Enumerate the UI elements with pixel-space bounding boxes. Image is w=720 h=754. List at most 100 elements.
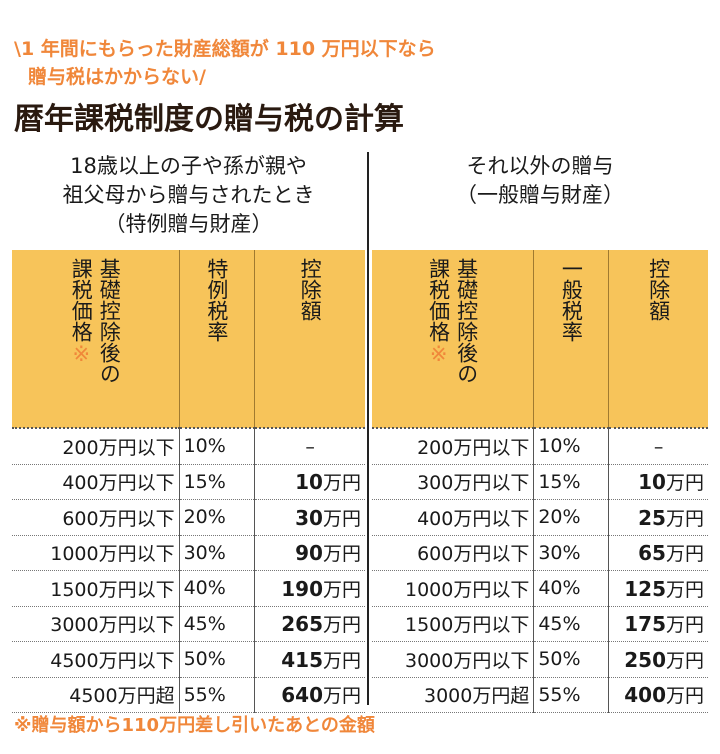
note-mark: ※ xyxy=(69,342,94,366)
deduction-unit: 万円 xyxy=(322,507,361,530)
amount-cell: 3000万円超 xyxy=(372,677,534,713)
left-heading: 18歳以上の子や孫が親や 祖父母から贈与されたとき （特例贈与財産） xyxy=(12,152,365,239)
deduction-unit: 万円 xyxy=(665,614,704,637)
col-amount-label: 基礎控除後の xyxy=(454,258,479,384)
header-row: 基礎控除後の 課税価格※ 特例税率 控除額 xyxy=(12,250,365,429)
right-heading: それ以外の贈与 （一般贈与財産） xyxy=(372,152,708,210)
amount-cell: 300万円以下 xyxy=(372,464,534,500)
table-row: 1500万円以下 45% 175万円 xyxy=(372,606,708,642)
table-row: 400万円以下 20% 25万円 xyxy=(372,499,708,536)
col-amount: 基礎控除後の 課税価格※ xyxy=(12,250,180,429)
col-amount-label: 基礎控除後の xyxy=(97,258,122,384)
page-title: 暦年課税制度の贈与税の計算 xyxy=(14,102,404,137)
rate-cell: 50% xyxy=(178,641,255,678)
deduction-unit: 万円 xyxy=(322,543,361,566)
deduction-cell: 125万円 xyxy=(608,570,708,607)
deduction-unit: 万円 xyxy=(665,472,704,495)
col-deduction: 控除額 xyxy=(608,250,708,429)
deduction-unit: 万円 xyxy=(322,578,361,601)
deduction-value: 190 xyxy=(281,576,323,601)
rate-cell: 30% xyxy=(178,535,255,571)
rate-cell: 10% xyxy=(533,428,609,465)
deduction-cell: – xyxy=(254,428,365,465)
table-row: 4500万円超 55% 640万円 xyxy=(12,677,365,713)
amount-cell: 200万円以下 xyxy=(372,428,534,465)
deduction-cell: 10万円 xyxy=(608,464,708,500)
rate-cell: 30% xyxy=(533,535,609,571)
deduction-cell: 415万円 xyxy=(254,641,365,678)
col-rate-label: 特例税率 xyxy=(204,258,229,342)
amount-cell: 1000万円以下 xyxy=(372,570,534,607)
table-row: 3000万円超 55% 400万円 xyxy=(372,677,708,713)
note-mark: ※ xyxy=(426,342,451,366)
deduction-cell: 400万円 xyxy=(608,677,708,713)
deduction-unit: – xyxy=(305,436,315,459)
table-row: 600万円以下 30% 65万円 xyxy=(372,535,708,571)
amount-cell: 3000万円以下 xyxy=(12,606,180,642)
deduction-value: 250 xyxy=(624,647,666,672)
table-row: 3000万円以下 50% 250万円 xyxy=(372,641,708,678)
col-amount-label: 課税価格 xyxy=(426,258,451,342)
right-table: 基礎控除後の 課税価格※ 一般税率 控除額 200万円以下 10% – 300万円… xyxy=(372,250,708,713)
deduction-cell: 265万円 xyxy=(254,606,365,642)
amount-cell: 3000万円以下 xyxy=(372,641,534,678)
lead-line-2: 贈与税はかからない/ xyxy=(28,66,206,88)
deduction-value: 10 xyxy=(295,470,323,495)
deduction-unit: 万円 xyxy=(322,649,361,672)
rate-cell: 55% xyxy=(178,677,255,713)
footnote: ※贈与額から110万円差し引いたあとの金額 xyxy=(14,715,375,736)
deduction-cell: 65万円 xyxy=(608,535,708,571)
table-row: 300万円以下 15% 10万円 xyxy=(372,464,708,500)
table-row: 600万円以下 20% 30万円 xyxy=(12,499,365,536)
deduction-unit: 万円 xyxy=(665,649,704,672)
deduction-unit: 万円 xyxy=(322,472,361,495)
amount-cell: 600万円以下 xyxy=(372,535,534,571)
rate-cell: 10% xyxy=(178,428,255,465)
deduction-unit: 万円 xyxy=(665,578,704,601)
deduction-value: 65 xyxy=(638,541,666,566)
rate-cell: 20% xyxy=(533,499,609,536)
amount-cell: 600万円以下 xyxy=(12,499,180,536)
divider xyxy=(367,152,369,705)
right-heading-line: それ以外の贈与 xyxy=(466,154,614,178)
rate-cell: 45% xyxy=(178,606,255,642)
left-heading-line: 18歳以上の子や孫が親や xyxy=(70,154,307,178)
amount-cell: 200万円以下 xyxy=(12,428,180,465)
col-deduction-label: 控除額 xyxy=(646,258,671,321)
left-table: 基礎控除後の 課税価格※ 特例税率 控除額 200万円以下 10% – 400万円… xyxy=(12,250,365,713)
amount-cell: 4500万円以下 xyxy=(12,641,180,678)
deduction-value: 125 xyxy=(624,576,666,601)
deduction-cell: 190万円 xyxy=(254,570,365,607)
deduction-unit: – xyxy=(653,436,664,459)
lead-line-1: \1 年間にもらった財産総額が 110 万円以下なら xyxy=(14,38,436,60)
amount-cell: 1000万円以下 xyxy=(12,535,180,571)
deduction-cell: 30万円 xyxy=(254,499,365,536)
deduction-cell: 250万円 xyxy=(608,641,708,678)
deduction-cell: 175万円 xyxy=(608,606,708,642)
deduction-value: 415 xyxy=(281,647,323,672)
col-amount: 基礎控除後の 課税価格※ xyxy=(372,250,534,429)
deduction-cell: 25万円 xyxy=(608,499,708,536)
table-row: 1000万円以下 40% 125万円 xyxy=(372,570,708,607)
rate-cell: 40% xyxy=(178,570,255,607)
right-heading-line: （一般贈与財産） xyxy=(456,183,624,207)
amount-cell: 1500万円以下 xyxy=(372,606,534,642)
amount-cell: 400万円以下 xyxy=(372,499,534,536)
deduction-unit: 万円 xyxy=(665,507,704,530)
col-amount-label: 課税価格 xyxy=(69,258,94,342)
rate-cell: 15% xyxy=(533,464,609,500)
deduction-unit: 万円 xyxy=(322,614,361,637)
deduction-value: 265 xyxy=(281,612,323,637)
deduction-unit: 万円 xyxy=(665,543,704,566)
header-row: 基礎控除後の 課税価格※ 一般税率 控除額 xyxy=(372,250,708,429)
table-row: 400万円以下 15% 10万円 xyxy=(12,464,365,500)
deduction-value: 640 xyxy=(281,683,323,708)
table-row: 200万円以下 10% – xyxy=(12,428,365,465)
table-row: 1500万円以下 40% 190万円 xyxy=(12,570,365,607)
left-heading-line: 祖父母から贈与されたとき xyxy=(62,183,315,207)
deduction-value: 10 xyxy=(638,470,666,495)
table-row: 3000万円以下 45% 265万円 xyxy=(12,606,365,642)
rate-cell: 20% xyxy=(178,499,255,536)
deduction-value: 400 xyxy=(624,683,666,708)
deduction-value: 25 xyxy=(638,505,666,530)
